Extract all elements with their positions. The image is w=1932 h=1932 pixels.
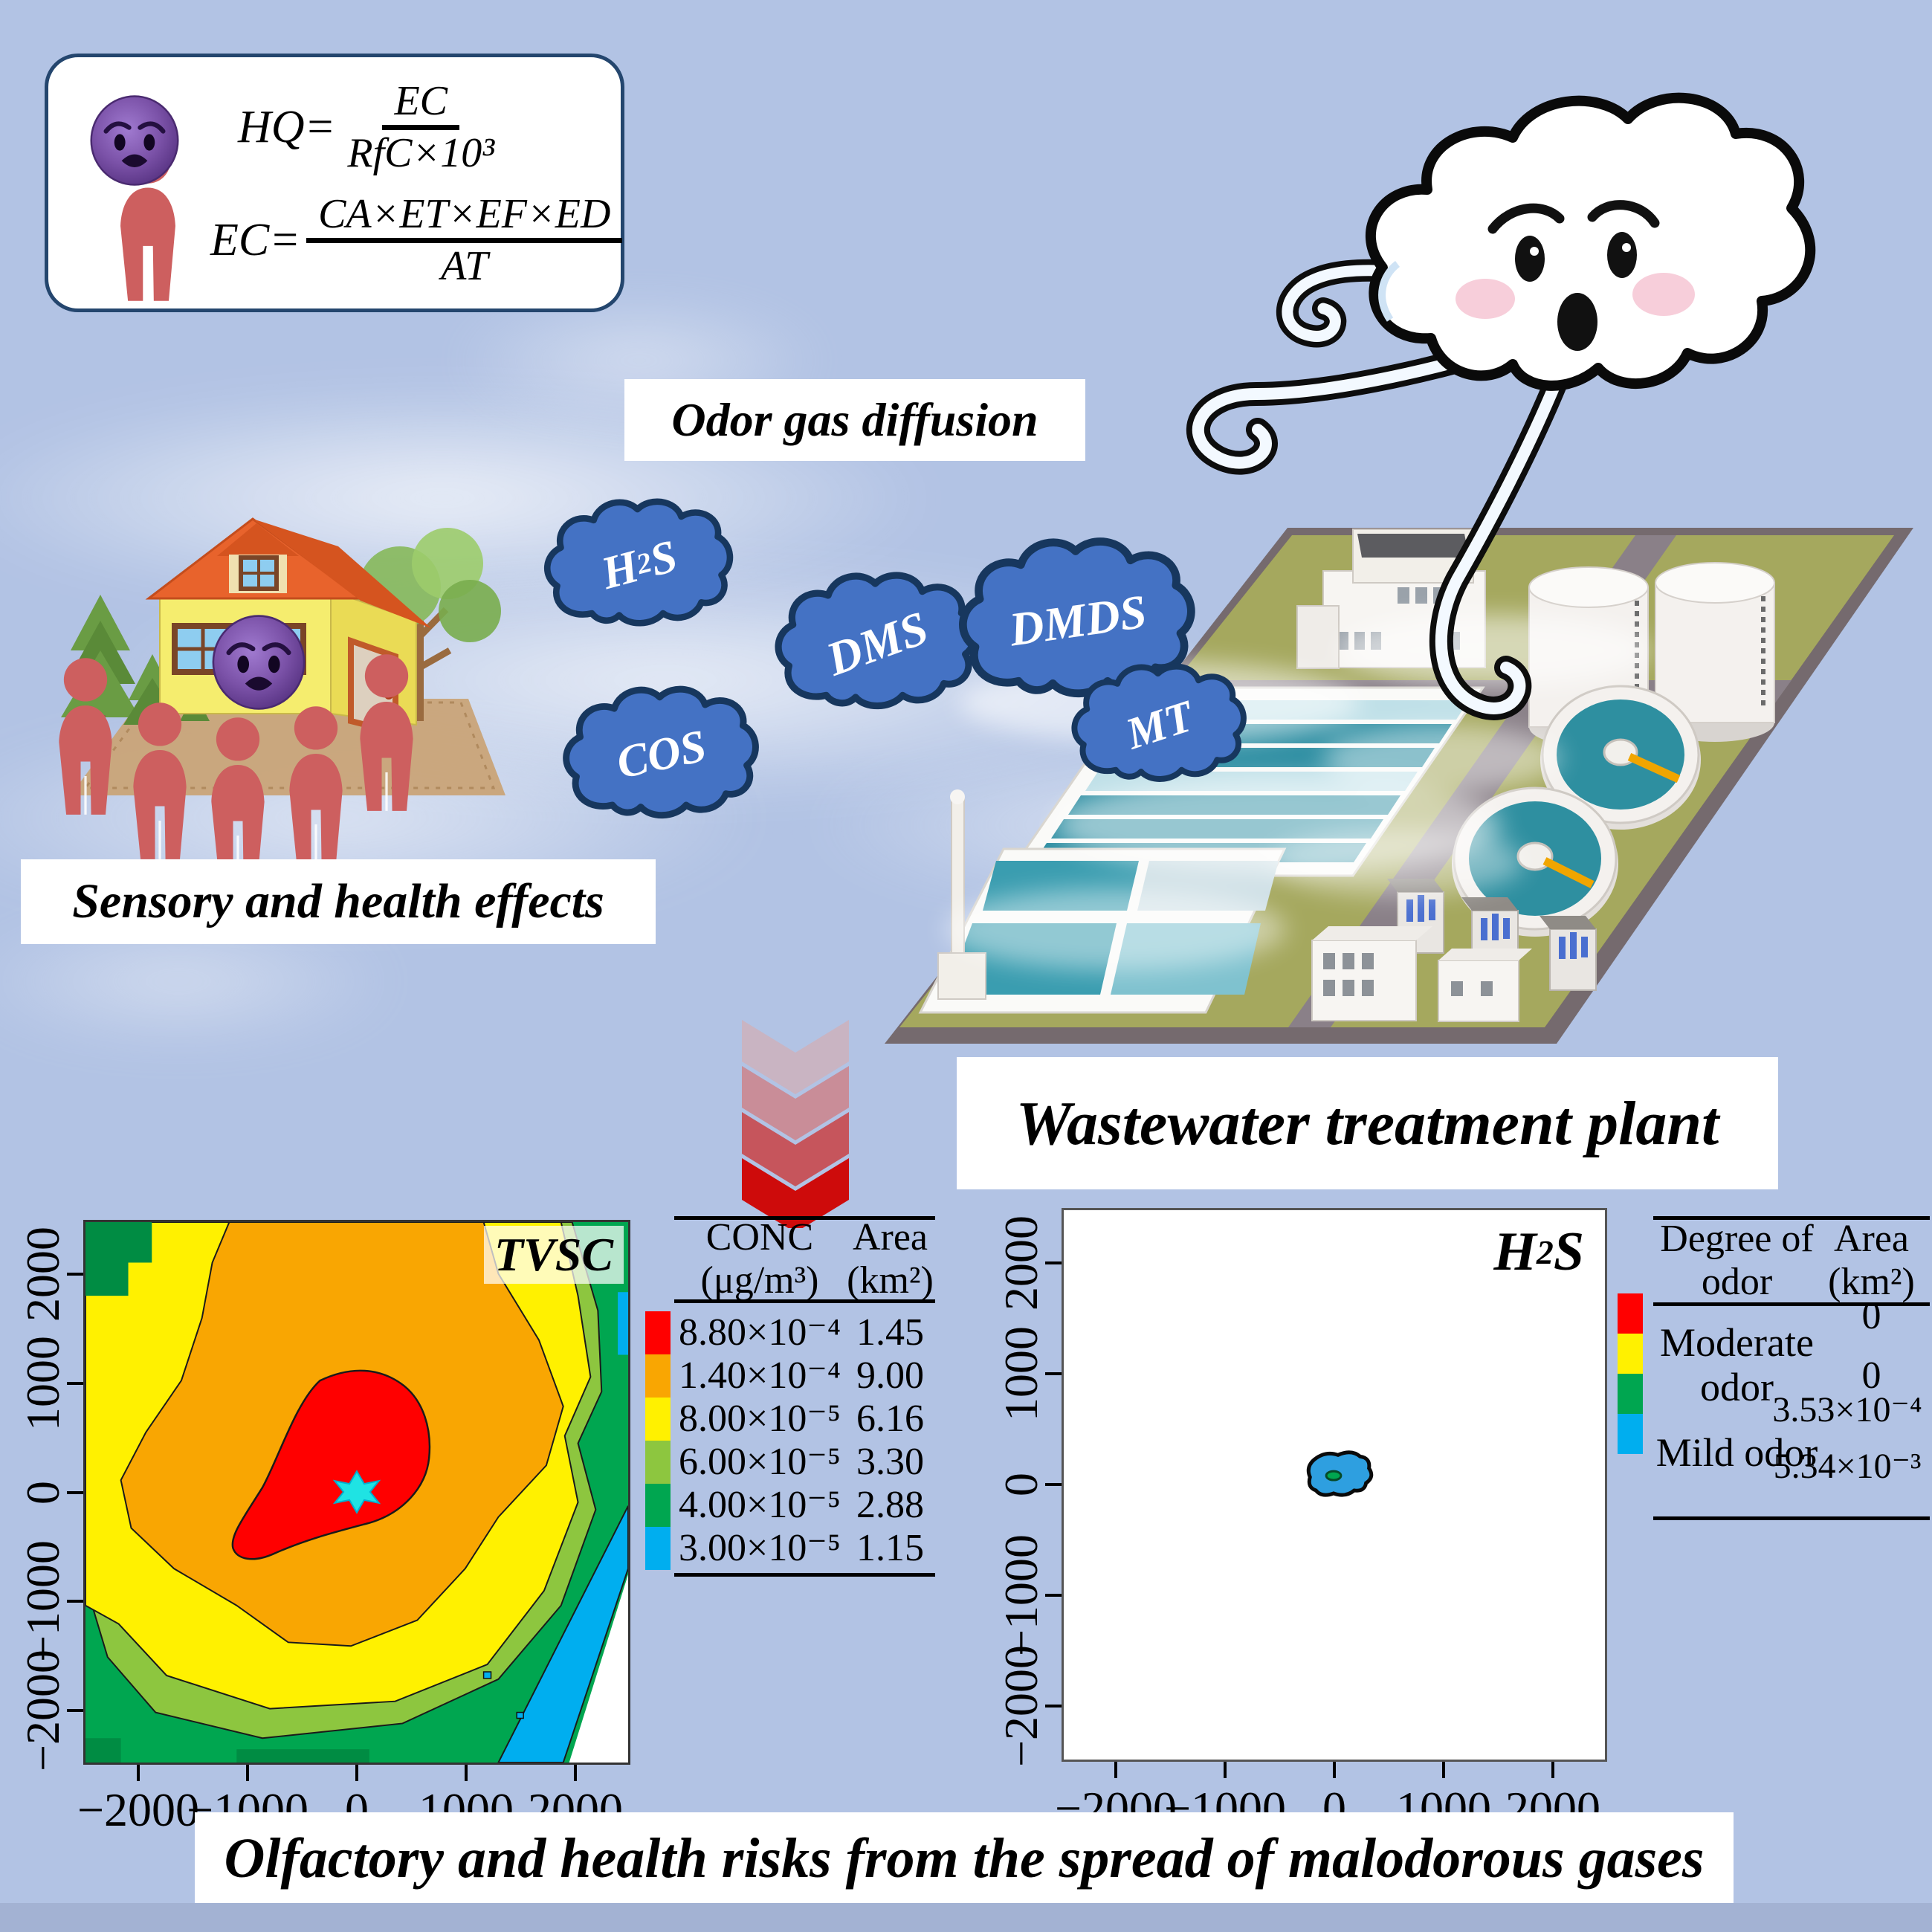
chevron-down-icon [742, 1020, 849, 1228]
hq-lhs: HQ= [238, 101, 336, 152]
tvsc-y-tick: −2000 [16, 1649, 69, 1772]
h2s-legend-header-degree: Degree of odor [1660, 1217, 1814, 1303]
chimney [937, 789, 986, 1000]
colorbar-swatch [645, 1398, 671, 1441]
colorbar-swatch [1618, 1414, 1643, 1454]
person-icon [59, 658, 112, 815]
gas-label: DMDS [1006, 584, 1150, 656]
cloud-face [1456, 200, 1695, 351]
h2s-legend-header-area: Area (km²) [1828, 1217, 1915, 1303]
colorbar-swatch [645, 1354, 671, 1398]
hq-equation: HQ= EC RfC×10³ [238, 78, 500, 176]
tvsc-y-tick: 1000 [16, 1336, 69, 1431]
risk-formula-box: HQ= EC RfC×10³ EC= CA×ET×EF×ED AT [45, 54, 624, 312]
person-icon [133, 702, 187, 859]
person-icon [289, 706, 343, 863]
tvsc-legend-header-area: Area (km²) [847, 1215, 934, 1302]
colorbar-swatch [645, 1441, 671, 1484]
star-icon [332, 1470, 381, 1514]
footer-title-text: Olfactory and health risks from the spre… [224, 1826, 1705, 1890]
odor-gas-diffusion-label: Odor gas diffusion [624, 379, 1085, 461]
legend-area: 0 [1861, 1354, 1881, 1397]
legend-area: 3.30 [856, 1440, 924, 1483]
tvsc-x-tick: −2000 [77, 1783, 200, 1836]
legend-area: 1.45 [856, 1311, 924, 1354]
legend-conc: 8.00×10⁻⁵ [679, 1397, 841, 1440]
tvsc-y-tick: 0 [16, 1481, 69, 1505]
colorbar-swatch [1618, 1374, 1643, 1414]
colorbar-swatch [1618, 1293, 1643, 1334]
h2s-contours [1064, 1210, 1605, 1760]
legend-area: 0 [1861, 1294, 1881, 1337]
h2s-y-tick: 0 [995, 1473, 1047, 1496]
hq-denominator: RfC×10³ [347, 129, 495, 176]
legend-area: 9.00 [856, 1354, 924, 1397]
worried-person-icon [71, 94, 227, 301]
hq-numerator: EC [382, 78, 460, 130]
colorbar-swatch [645, 1484, 671, 1527]
tvsc-legend-header-conc: CONC (μg/m³) [700, 1215, 819, 1302]
sensory-effects-text: Sensory and health effects [72, 874, 604, 928]
tvsc-y-tick: −1000 [16, 1540, 69, 1663]
tvsc-colorbar [645, 1311, 671, 1570]
tvsc-contours [85, 1221, 629, 1763]
legend-area: 1.15 [856, 1526, 924, 1569]
legend-conc: 1.40×10⁻⁴ [679, 1354, 841, 1397]
tvsc-y-tick: 2000 [16, 1227, 69, 1322]
legend-conc: 4.00×10⁻⁵ [679, 1483, 841, 1526]
person-icon [360, 654, 413, 811]
tvsc-legend: CONC (μg/m³) Area (km²) 8.80×10⁻⁴ 1.45 1… [674, 1215, 935, 1577]
legend-area: 5.34×10⁻³ [1773, 1447, 1922, 1487]
clarifier [1540, 685, 1701, 830]
dormer-roof [217, 523, 299, 556]
odor-gas-diffusion-text: Odor gas diffusion [671, 393, 1038, 446]
plant-icon [885, 528, 1913, 1044]
legend-degree: Moderate odor [1660, 1319, 1814, 1409]
h2s-y-tick: −1000 [995, 1534, 1047, 1657]
ec-denominator: AT [441, 242, 488, 289]
tvsc-title: TVSC [484, 1226, 624, 1284]
h2s-y-tick: 1000 [995, 1326, 1047, 1421]
wwtp-label: Wastewater treatment plant [957, 1057, 1778, 1189]
tvsc-map: TVSC [83, 1220, 630, 1765]
gas-cloud-mt: MT [1067, 653, 1253, 798]
person-icon [211, 717, 265, 874]
legend-degree: Mild odor [1655, 1429, 1818, 1475]
legend-area: 2.88 [856, 1483, 924, 1526]
legend-conc: 8.80×10⁻⁴ [679, 1311, 841, 1354]
colorbar-swatch [1618, 1334, 1643, 1374]
ec-lhs: EC= [210, 214, 301, 265]
wind-cloud-icon [1186, 92, 1816, 720]
wind-swirls [1186, 259, 1577, 720]
roof-side [253, 519, 431, 628]
h2s-legend: Degree of odor Area (km²) Moderate odor … [1653, 1216, 1930, 1522]
gas-label: DMS [819, 600, 935, 686]
legend-area: 6.16 [856, 1397, 924, 1440]
sensory-effects-label: Sensory and health effects [21, 859, 656, 944]
colorbar-swatch [645, 1527, 671, 1570]
ec-equation: EC= CA×ET×EF×ED AT [210, 191, 623, 289]
ec-numerator: CA×ET×EF×ED [306, 191, 623, 243]
gas-cloud-cos: COS [558, 679, 766, 831]
legend-area: 3.53×10⁻⁴ [1772, 1390, 1922, 1430]
footer-title: Olfactory and health risks from the spre… [195, 1812, 1734, 1904]
h2s-y-tick: 2000 [995, 1215, 1047, 1311]
h2s-colorbar [1618, 1293, 1643, 1454]
office-buildings [1311, 926, 1532, 1022]
gas-label: COS [612, 720, 711, 789]
wwtp-text: Wastewater treatment plant [1015, 1088, 1719, 1158]
legend-conc: 3.00×10⁻⁵ [679, 1526, 841, 1569]
h2s-y-tick: −2000 [995, 1644, 1047, 1768]
worried-face-icon [210, 614, 307, 711]
legend-conc: 6.00×10⁻⁵ [679, 1440, 841, 1483]
footer-strip [0, 1903, 1932, 1932]
gas-label: MT [1120, 691, 1199, 759]
colorbar-swatch [645, 1311, 671, 1354]
